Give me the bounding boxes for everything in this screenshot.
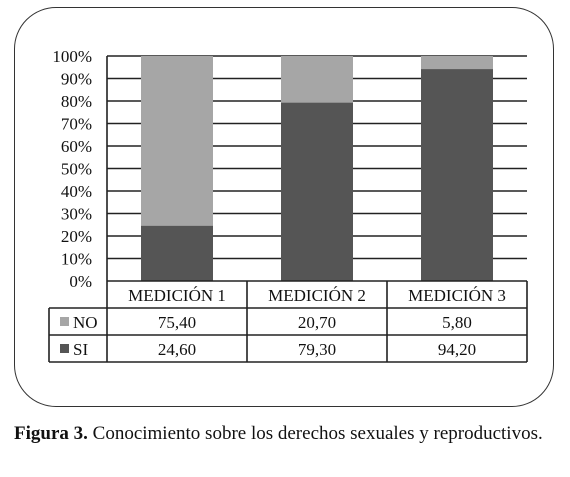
y-tick-label: 90% [61,70,92,89]
bar-si [421,69,493,281]
y-tick-label: 60% [61,137,92,156]
y-tick-label: 10% [61,250,92,269]
legend-label-si: SI [73,340,88,359]
y-tick-label: 30% [61,205,92,224]
bar-no [281,56,353,103]
bar-si [141,225,213,281]
bar-no [141,56,213,226]
category-label: MEDICIÓN 2 [268,286,366,305]
y-tick-label: 40% [61,182,92,201]
caption-label: Figura 3. [14,423,88,444]
data-label: 75,40 [158,313,196,332]
bar-no [421,56,493,70]
bar-si [281,102,353,281]
legend-label-no: NO [73,313,98,332]
legend-key-no [60,317,69,326]
data-label: 94,20 [438,340,476,359]
data-label: 5,80 [442,313,472,332]
y-tick-label: 80% [61,92,92,111]
y-tick-label: 70% [61,115,92,134]
category-label: MEDICIÓN 1 [128,286,226,305]
y-tick-label: 50% [61,160,92,179]
stacked-bar-chart: 0% 10% 20% 30% 40% 50% 60% 70% 80% 90% 100% MEDICIÓ… [48,47,528,363]
category-label: MEDICIÓN 3 [408,286,506,305]
figure-caption: Figura 3. Conocimiento sobre los derecho… [14,420,556,447]
chart-frame [14,7,554,407]
legend-key-si [60,344,69,353]
data-label: 79,30 [298,340,336,359]
y-tick-label: 0% [69,272,92,291]
y-tick-label: 20% [61,227,92,246]
data-label: 24,60 [158,340,196,359]
y-tick-label: 100% [52,47,92,66]
caption-text: Conocimiento sobre los derechos sexuales… [92,423,543,444]
data-label: 20,70 [298,313,336,332]
